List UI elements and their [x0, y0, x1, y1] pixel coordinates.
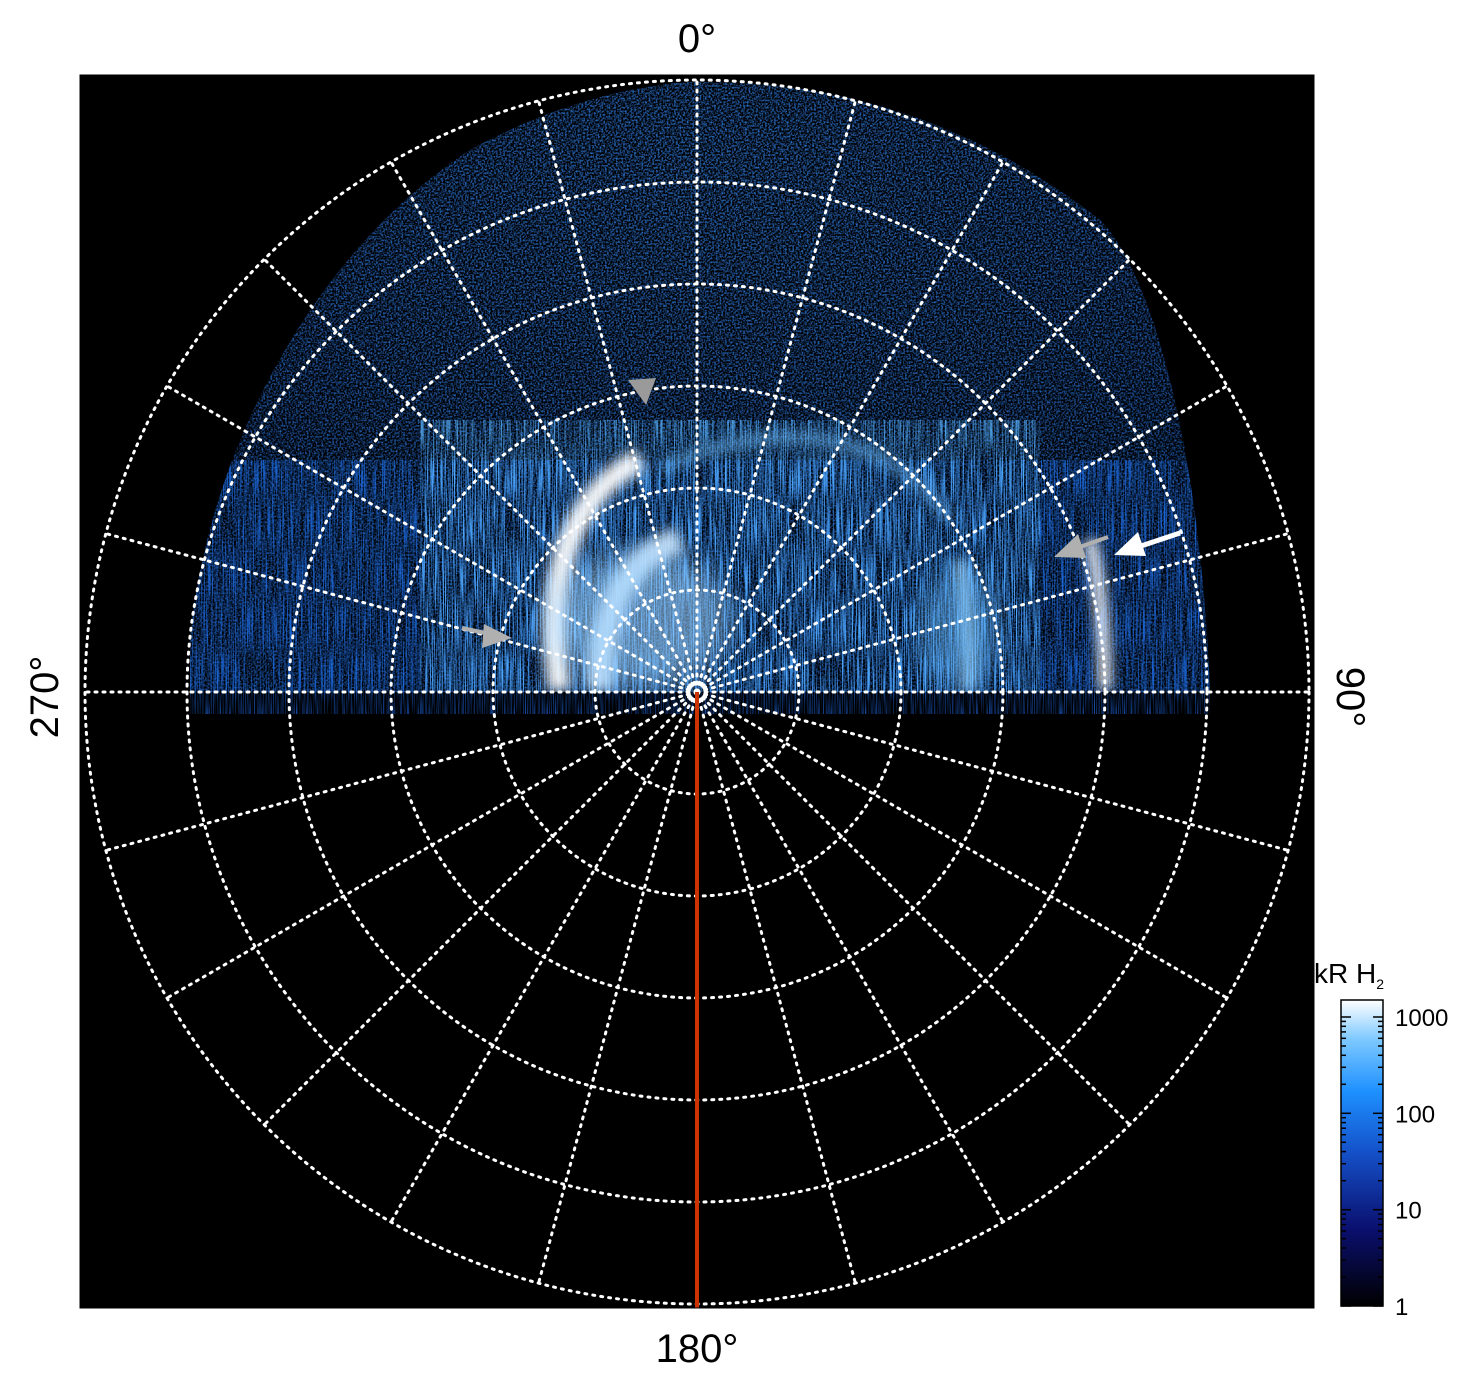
grid-spoke [104, 532, 699, 694]
arrow-right-white-icon [1114, 530, 1181, 556]
aurora-emission [190, 82, 1210, 692]
grid-spoke [695, 532, 1290, 694]
angle-label-bottom: 180° [656, 1327, 739, 1371]
colorbar-tick-label: 100 [1395, 1101, 1435, 1128]
colorbar-tick-label: 1000 [1395, 1005, 1448, 1032]
colorbar-title: kR H2 [1314, 958, 1384, 992]
grid-spoke [165, 690, 699, 1000]
arrow-left-icon [461, 624, 512, 648]
annotation-arrows [461, 378, 1181, 648]
angle-label-top: 0° [678, 17, 716, 61]
angle-label-right: 90° [1328, 667, 1372, 728]
grid-spoke [389, 160, 699, 694]
grid-spoke [537, 690, 699, 1285]
colorbar-ticks: 1000 100 10 1 [1341, 1005, 1448, 1321]
arrow-right-grey-icon [1054, 534, 1109, 558]
colorbar-gradient [1340, 999, 1384, 1307]
grid-spoke [165, 384, 699, 694]
grid-spoke [695, 384, 1229, 694]
grid-spoke [695, 690, 857, 1285]
grid-spoke [695, 690, 1290, 852]
grid-spoke [104, 690, 699, 852]
angle-label-left: 270° [23, 656, 67, 739]
grid-spoke [695, 690, 1229, 1000]
grid-spoke [695, 690, 1005, 1224]
colorbar-tick-label: 10 [1395, 1198, 1422, 1225]
grid-spoke [695, 690, 1132, 1127]
colorbar-tick-label: 1 [1395, 1294, 1408, 1321]
plot-frame [79, 74, 1315, 1309]
grid-spoke [262, 257, 699, 694]
grid-spoke [695, 99, 857, 694]
grid-spoke [695, 160, 1005, 694]
grid-spoke [389, 690, 699, 1224]
colorbar: kR H2 1000 100 10 1 [1314, 958, 1448, 1321]
grid-spoke [262, 690, 699, 1127]
grid-spoke [695, 257, 1132, 694]
grid-spoke [537, 99, 699, 694]
arrow-top-icon [628, 378, 656, 405]
